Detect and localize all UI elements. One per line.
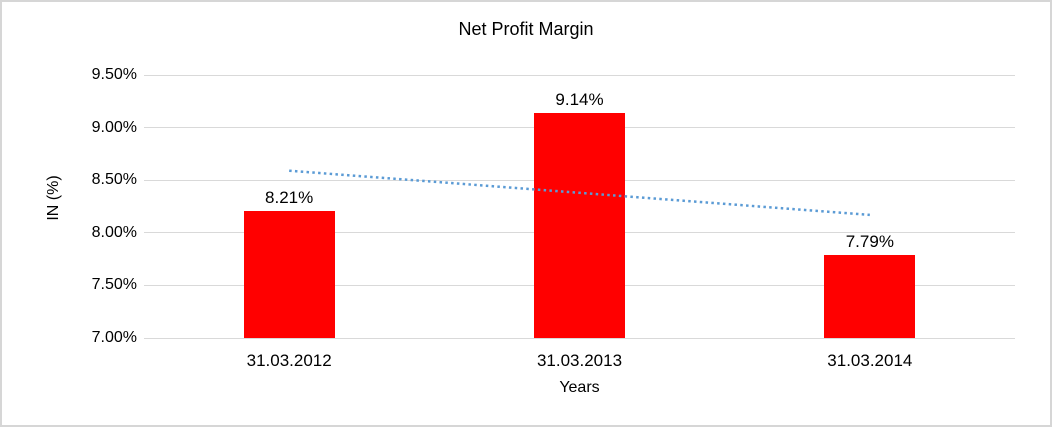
y-tick-label: 8.00% [91,223,137,241]
bar [824,254,916,338]
bar-value-label: 7.79% [845,231,894,251]
gridline [144,337,1015,339]
x-axis-title: Years [559,379,600,396]
bar [243,210,335,338]
y-tick-label: 9.00% [91,118,137,136]
y-axis-tick-labels: 9.50% 9.00% 8.50% 8.00% 7.50% 7.00% [2,66,137,346]
bar-value-label: 8.21% [265,187,314,207]
y-tick-label: 8.50% [91,171,137,189]
y-tick-label: 9.50% [91,66,137,83]
x-tick-label: 31.03.2013 [536,351,623,370]
bar [534,112,625,338]
x-tick-label: 31.03.2012 [246,351,332,370]
y-tick-label: 7.00% [91,329,137,346]
x-tick-label: 31.03.2014 [827,351,913,370]
x-axis-tick-labels: 31.03.2012 31.03.2013 31.03.2014 [144,351,1015,373]
y-tick-label: 7.50% [91,276,137,294]
trendline [289,169,870,217]
chart-title: Net Profit Margin [458,19,594,39]
gridline [144,74,1015,76]
plot-area: 8.21% 9.14% 7.79% [144,74,1015,339]
bar-value-label: 9.14% [555,89,604,109]
